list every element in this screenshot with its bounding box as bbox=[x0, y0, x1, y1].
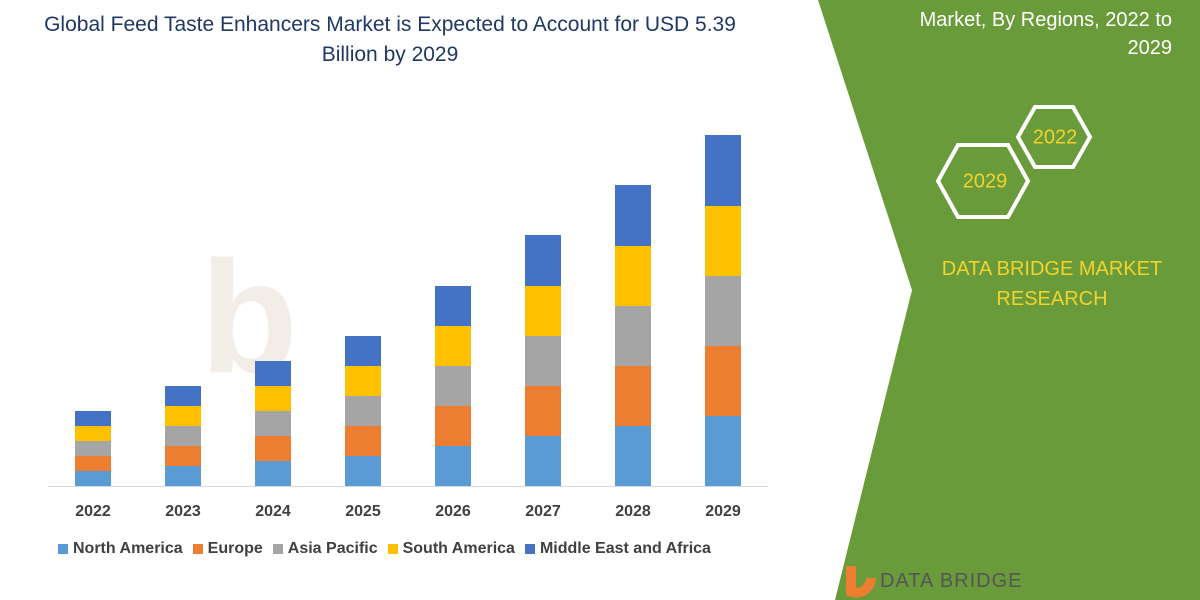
bar-segment bbox=[435, 446, 471, 486]
bar-segment bbox=[165, 426, 201, 446]
legend-swatch bbox=[524, 544, 535, 554]
x-tick-label: 2024 bbox=[255, 503, 291, 520]
bar-segment bbox=[705, 276, 741, 346]
logo: DATA BRIDGE bbox=[880, 570, 1023, 592]
legend-item: North America bbox=[58, 540, 183, 558]
x-tick-label: 2029 bbox=[705, 503, 741, 520]
bar-segment bbox=[255, 461, 291, 486]
x-tick-label: 2028 bbox=[615, 503, 651, 520]
bar-segment bbox=[345, 426, 381, 456]
legend-swatch bbox=[272, 544, 283, 554]
legend-item: South America bbox=[387, 540, 515, 558]
bar-segment bbox=[75, 426, 111, 441]
hexagon bbox=[935, 143, 1031, 219]
bar-segment bbox=[615, 366, 651, 426]
bar-segment bbox=[165, 406, 201, 426]
chart-title: Global Feed Taste Enhancers Market is Ex… bbox=[44, 13, 736, 66]
bar-segment bbox=[435, 326, 471, 366]
bar-segment bbox=[75, 441, 111, 456]
legend-swatch bbox=[387, 544, 398, 554]
bar-segment bbox=[345, 396, 381, 426]
x-tick-label: 2022 bbox=[75, 503, 111, 520]
legend-label: South America bbox=[402, 540, 515, 557]
x-tick-label: 2027 bbox=[525, 503, 561, 520]
legend-label: Middle East and Africa bbox=[539, 540, 711, 557]
brand: DATA BRIDGE MARKET RESEARCH bbox=[941, 258, 1163, 310]
x-tick-label: 2025 bbox=[345, 503, 381, 520]
bar-segment bbox=[525, 286, 561, 336]
bar-segment bbox=[435, 286, 471, 326]
subtitle: Market, By Regions, 2022 to 2029 bbox=[919, 9, 1172, 59]
bar-segment bbox=[75, 456, 111, 471]
green-panel bbox=[818, 0, 1200, 600]
legend-swatch bbox=[58, 544, 68, 554]
hex-label: 2029 bbox=[963, 170, 1008, 192]
bar-segment bbox=[345, 366, 381, 396]
bar-segment bbox=[255, 361, 291, 386]
bar-segment bbox=[615, 185, 651, 246]
legend-item: Middle East and Africa bbox=[524, 540, 711, 558]
bar-segment bbox=[435, 366, 471, 406]
bar-segment bbox=[75, 411, 111, 426]
legend-item: Asia Pacific bbox=[272, 540, 378, 558]
legend-swatch bbox=[192, 544, 203, 554]
bar-segment bbox=[165, 446, 201, 466]
bar-segment bbox=[525, 436, 561, 486]
bar-segment bbox=[705, 135, 741, 206]
bar-segment bbox=[255, 386, 291, 411]
hexagon bbox=[1015, 105, 1093, 169]
bar-segment bbox=[525, 235, 561, 286]
x-tick-label: 2023 bbox=[165, 503, 201, 520]
legend-label: Europe bbox=[207, 540, 263, 557]
legend: North America Europe Asia Pacific South Ame… bbox=[58, 540, 711, 558]
bar-segment bbox=[435, 406, 471, 446]
bar-segment bbox=[75, 471, 111, 486]
bar-segment bbox=[255, 411, 291, 436]
x-tick-label: 2026 bbox=[435, 503, 471, 520]
bar-segment bbox=[705, 346, 741, 416]
bar-segment bbox=[165, 466, 201, 486]
hex-label: 2022 bbox=[1033, 126, 1078, 148]
bar-segment bbox=[705, 416, 741, 486]
logo-icon bbox=[846, 566, 876, 598]
bar-segment bbox=[705, 206, 741, 276]
bar-segment bbox=[345, 456, 381, 486]
bar-segment bbox=[345, 336, 381, 366]
legend-label: Asia Pacific bbox=[287, 540, 378, 557]
bar-segment bbox=[615, 246, 651, 306]
bar-segment bbox=[165, 386, 201, 406]
bar-segment bbox=[255, 436, 291, 461]
bar-segment bbox=[615, 426, 651, 486]
legend-label: North America bbox=[73, 540, 183, 557]
legend-item: Europe bbox=[192, 540, 263, 558]
bar-segment bbox=[615, 306, 651, 366]
bar-segment bbox=[525, 386, 561, 436]
bar-segment bbox=[525, 336, 561, 386]
